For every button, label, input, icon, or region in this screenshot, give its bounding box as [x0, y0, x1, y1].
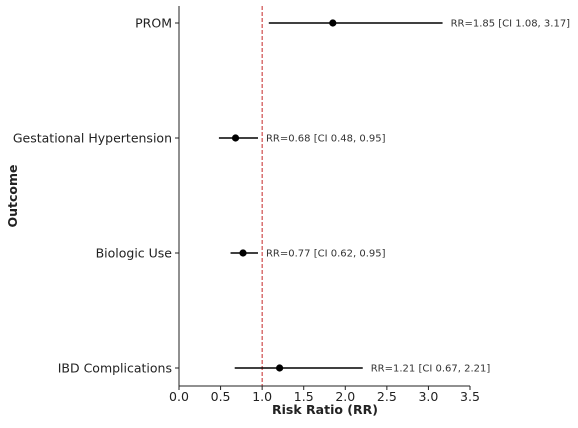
x-tick-label: 3.5	[460, 389, 480, 404]
outcome-label: Gestational Hypertension	[13, 131, 172, 146]
y-axis-title: Outcome	[5, 164, 20, 227]
forest-row: Biologic Use RR=0.77 [CI 0.62, 0.95]	[96, 246, 386, 261]
forest-row: PROM RR=1.85 [CI 1.08, 3.17]	[135, 16, 570, 31]
risk-ratio-annotation: RR=1.21 [CI 0.67, 2.21]	[371, 364, 491, 375]
x-tick-label: 1.5	[294, 389, 314, 404]
axes-layer	[178, 6, 470, 387]
risk-ratio-point	[329, 19, 337, 27]
x-tick-label: 2.5	[377, 389, 397, 404]
risk-ratio-point	[239, 249, 247, 257]
forest-row: Gestational Hypertension RR=0.68 [CI 0.48…	[13, 131, 386, 146]
x-ticks-layer: 0.0 0.5 1.0 1.5 2.0 2.5 3.0 3.5	[169, 386, 480, 404]
outcome-label: Biologic Use	[96, 246, 173, 261]
x-tick-label: 0.5	[211, 389, 231, 404]
x-tick-label: 2.0	[335, 389, 355, 404]
risk-ratio-annotation: RR=0.77 [CI 0.62, 0.95]	[266, 249, 386, 260]
risk-ratio-annotation: RR=1.85 [CI 1.08, 3.17]	[451, 19, 571, 30]
risk-ratio-point	[231, 134, 240, 142]
x-axis-title: Risk Ratio (RR)	[272, 402, 378, 417]
x-tick-label: 1.0	[252, 389, 272, 404]
outcome-label: IBD Complications	[58, 361, 172, 376]
rows-layer: PROM RR=1.85 [CI 1.08, 3.17] Gestational H…	[13, 16, 570, 376]
risk-ratio-annotation: RR=0.68 [CI 0.48, 0.95]	[266, 134, 386, 145]
risk-ratio-point	[276, 364, 284, 372]
x-tick-label: 0.0	[169, 389, 189, 404]
x-tick-label: 3.0	[418, 389, 438, 404]
forest-row: IBD Complications RR=1.21 [CI 0.67, 2.21]	[58, 361, 491, 376]
outcome-label: PROM	[135, 16, 172, 31]
